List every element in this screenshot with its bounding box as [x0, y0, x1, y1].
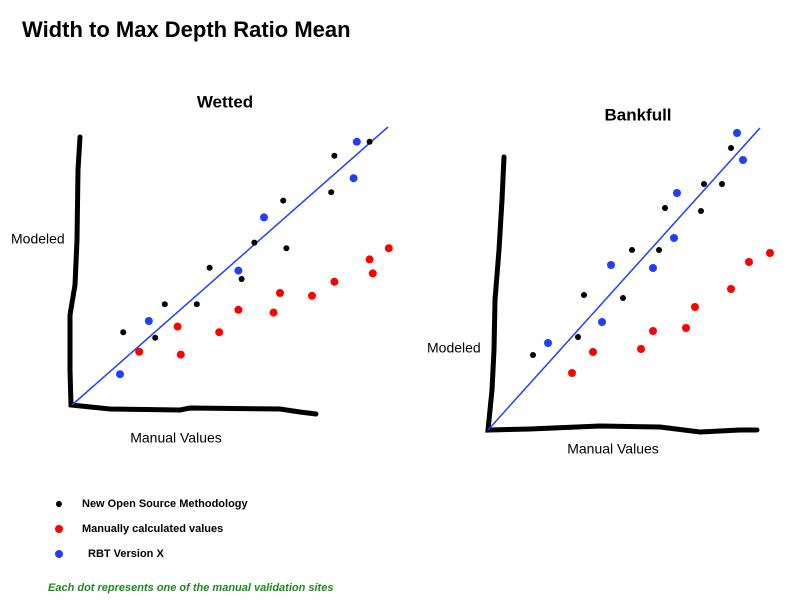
y-axis-label: Modeled	[11, 231, 65, 247]
note: Each dot represents one of the manual va…	[48, 582, 333, 594]
data-point	[234, 305, 243, 314]
data-point	[530, 352, 536, 358]
data-point	[701, 181, 707, 187]
data-point	[698, 208, 704, 214]
data-point	[662, 205, 668, 211]
data-point	[331, 152, 338, 159]
data-point	[120, 329, 127, 336]
data-point	[544, 339, 552, 347]
legend-label: New Open Source Methodology	[82, 498, 249, 510]
data-point	[366, 138, 373, 145]
data-point	[251, 239, 258, 246]
data-point	[349, 174, 358, 183]
legend-label: RBT Version X	[88, 548, 164, 560]
data-point	[238, 276, 245, 282]
legend-marker	[55, 550, 63, 558]
legend-marker	[56, 501, 62, 507]
data-point	[637, 345, 645, 353]
legend-label: Manually calculated values	[82, 523, 223, 535]
data-point	[352, 137, 361, 146]
legend-marker	[55, 525, 63, 533]
y-axis-label: Modeled	[427, 340, 481, 356]
data-point	[206, 264, 213, 271]
data-point	[649, 264, 657, 272]
data-point	[649, 327, 657, 335]
data-point	[116, 370, 124, 379]
data-point	[745, 258, 753, 266]
data-point	[368, 269, 377, 278]
data-point	[276, 289, 284, 297]
data-point	[575, 334, 581, 340]
data-point	[691, 303, 699, 311]
data-point	[598, 318, 606, 326]
axes-wetted	[67, 134, 319, 417]
data-point	[173, 322, 182, 331]
data-point	[328, 189, 335, 196]
data-point	[766, 249, 774, 257]
data-point	[234, 266, 243, 275]
data-point	[330, 277, 339, 286]
chart-title: Wetted	[197, 92, 253, 111]
axes-bankfull	[485, 154, 760, 435]
data-point	[280, 197, 287, 204]
data-point	[269, 308, 278, 317]
data-point	[719, 181, 725, 187]
trend-line	[487, 127, 761, 431]
data-point	[283, 245, 290, 252]
data-point	[733, 129, 741, 137]
data-point	[739, 156, 747, 164]
data-point	[176, 350, 185, 359]
data-point	[728, 145, 734, 151]
data-point	[260, 213, 268, 222]
data-point	[161, 301, 168, 308]
data-point	[152, 334, 159, 341]
slide-title: Width to Max Depth Ratio Mean	[22, 17, 351, 42]
data-point	[656, 247, 662, 253]
data-point	[682, 324, 690, 332]
data-point	[135, 347, 144, 356]
data-point	[581, 292, 587, 298]
data-point	[607, 261, 615, 269]
data-point	[384, 244, 393, 253]
data-point	[727, 285, 735, 293]
data-point	[670, 234, 678, 242]
data-point	[629, 247, 635, 253]
x-axis-label: Manual Values	[567, 441, 659, 457]
data-point	[365, 255, 374, 264]
data-point	[193, 301, 200, 308]
data-point	[568, 369, 576, 377]
data-point	[308, 291, 316, 300]
data-point	[620, 295, 626, 301]
chart-title: Bankfull	[604, 105, 671, 124]
trend-line	[71, 126, 389, 406]
data-point	[589, 348, 597, 356]
data-point	[673, 189, 681, 197]
data-point	[144, 317, 153, 325]
x-axis-label: Manual Values	[130, 430, 222, 446]
data-point	[215, 328, 224, 337]
